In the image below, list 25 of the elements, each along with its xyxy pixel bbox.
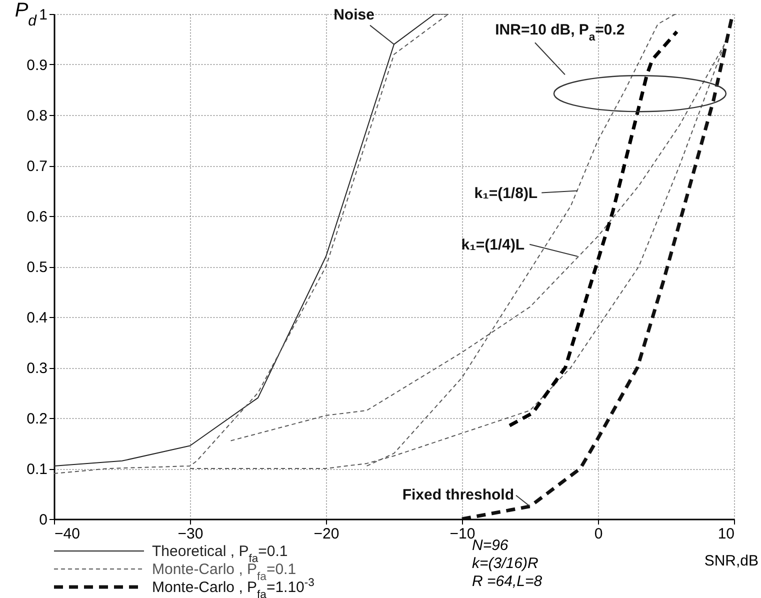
text: k=(3/16)R	[472, 555, 538, 572]
y-tick-label: 0.9	[26, 57, 48, 74]
y-tick-label: 0.4	[26, 310, 48, 326]
annotation: Fixed threshold	[402, 486, 514, 504]
annotation: Noise	[334, 6, 374, 24]
y-tick-label: 0.3	[26, 360, 48, 377]
y-tick-label: 0.7	[26, 158, 48, 175]
y-tick-label: 0.5	[26, 259, 48, 276]
y-tick-label: 1	[39, 6, 48, 24]
x-axis-title: SNR,dB	[704, 552, 758, 570]
x-tick-label: 10	[718, 526, 734, 542]
x-tick-label: −30	[178, 526, 204, 542]
y-tick-label: 0.2	[26, 410, 48, 428]
y-tick-label: 0	[39, 512, 48, 528]
y-tick-label: 0.8	[26, 108, 48, 124]
y-tick-label: 0.6	[26, 208, 48, 226]
y-axis-title: P$_{d}$	[14, 0, 38, 29]
x-tick-label: −40	[54, 526, 80, 542]
x-tick-label: −20	[314, 526, 340, 542]
annotation: k₁=(1/4)L	[461, 236, 525, 254]
text: R =64,L=8	[472, 573, 543, 590]
x-tick-label: 0	[594, 526, 603, 542]
annotation: k₁=(1/8)L	[474, 184, 538, 202]
y-tick-label: 0.1	[26, 461, 48, 478]
annotation: INR=10 dB, P$_{a}$=0.2	[495, 22, 625, 44]
